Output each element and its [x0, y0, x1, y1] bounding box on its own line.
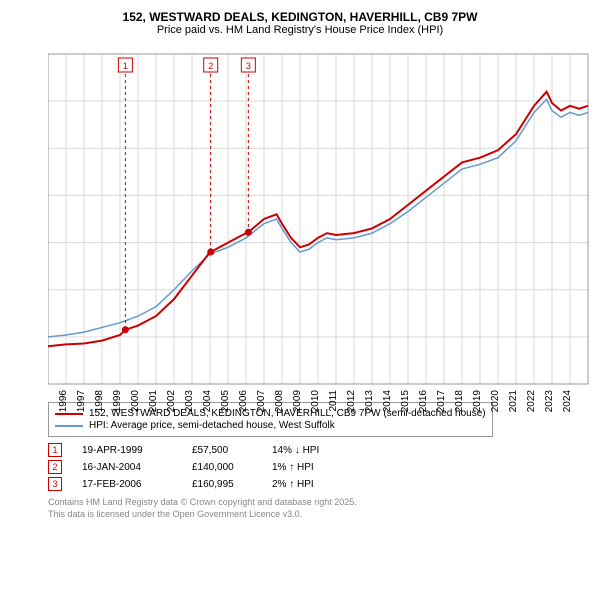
svg-text:2019: 2019 — [472, 390, 483, 413]
svg-text:2008: 2008 — [274, 390, 285, 413]
event-delta: 14% ↓ HPI — [272, 445, 319, 456]
attribution-line2: This data is licensed under the Open Gov… — [48, 509, 590, 521]
svg-text:2015: 2015 — [400, 390, 411, 413]
chart-container: 152, WESTWARD DEALS, KEDINGTON, HAVERHIL… — [0, 0, 600, 590]
attribution-line1: Contains HM Land Registry data © Crown c… — [48, 497, 590, 509]
svg-text:2: 2 — [208, 61, 213, 71]
svg-text:2020: 2020 — [490, 390, 501, 413]
chart-title: 152, WESTWARD DEALS, KEDINGTON, HAVERHIL… — [10, 10, 590, 24]
chart-subtitle: Price paid vs. HM Land Registry's House … — [10, 24, 590, 36]
event-marker: 1 — [48, 443, 62, 457]
svg-text:2018: 2018 — [454, 390, 465, 413]
event-marker: 2 — [48, 460, 62, 474]
legend-swatch — [55, 425, 83, 427]
event-date: 16-JAN-2004 — [82, 462, 192, 473]
event-date: 19-APR-1999 — [82, 445, 192, 456]
svg-text:2016: 2016 — [418, 390, 429, 413]
event-row: 3 17-FEB-2006£160,9952% ↑ HPI — [48, 477, 590, 491]
svg-text:2021: 2021 — [508, 390, 519, 413]
attribution: Contains HM Land Registry data © Crown c… — [48, 497, 590, 520]
svg-text:2006: 2006 — [238, 390, 249, 413]
svg-text:2010: 2010 — [310, 390, 321, 413]
svg-text:1998: 1998 — [94, 390, 105, 413]
svg-text:2002: 2002 — [166, 390, 177, 413]
chart-svg: £0£50K£100K£150K£200K£250K£300K£350K1995… — [48, 44, 600, 424]
line-chart: £0£50K£100K£150K£200K£250K£300K£350K1995… — [48, 44, 600, 394]
svg-text:1995: 1995 — [48, 390, 51, 413]
svg-text:2003: 2003 — [184, 390, 195, 413]
svg-text:3: 3 — [246, 61, 251, 71]
svg-text:2013: 2013 — [364, 390, 375, 413]
svg-text:1: 1 — [123, 61, 128, 71]
svg-text:2011: 2011 — [328, 390, 339, 412]
svg-text:2004: 2004 — [202, 390, 213, 413]
event-delta: 2% ↑ HPI — [272, 479, 314, 490]
event-price: £140,000 — [192, 462, 272, 473]
event-price: £160,995 — [192, 479, 272, 490]
svg-text:2017: 2017 — [436, 390, 447, 413]
event-row: 2 16-JAN-2004£140,0001% ↑ HPI — [48, 460, 590, 474]
event-delta: 1% ↑ HPI — [272, 462, 314, 473]
events-table: 1 19-APR-1999£57,50014% ↓ HPI 2 16-JAN-2004… — [48, 443, 590, 491]
svg-text:1997: 1997 — [76, 390, 87, 413]
svg-text:2000: 2000 — [130, 390, 141, 413]
event-date: 17-FEB-2006 — [82, 479, 192, 490]
svg-text:2023: 2023 — [544, 390, 555, 413]
svg-text:2001: 2001 — [148, 390, 159, 413]
svg-text:2005: 2005 — [220, 390, 231, 413]
event-marker: 3 — [48, 477, 62, 491]
svg-text:2022: 2022 — [526, 390, 537, 413]
svg-text:2012: 2012 — [346, 390, 357, 413]
svg-text:2007: 2007 — [256, 390, 267, 413]
svg-text:2014: 2014 — [382, 390, 393, 413]
svg-text:1999: 1999 — [112, 390, 123, 413]
svg-text:2009: 2009 — [292, 390, 303, 413]
svg-text:1996: 1996 — [58, 390, 69, 413]
event-price: £57,500 — [192, 445, 272, 456]
event-row: 1 19-APR-1999£57,50014% ↓ HPI — [48, 443, 590, 457]
svg-text:2024: 2024 — [562, 390, 573, 413]
